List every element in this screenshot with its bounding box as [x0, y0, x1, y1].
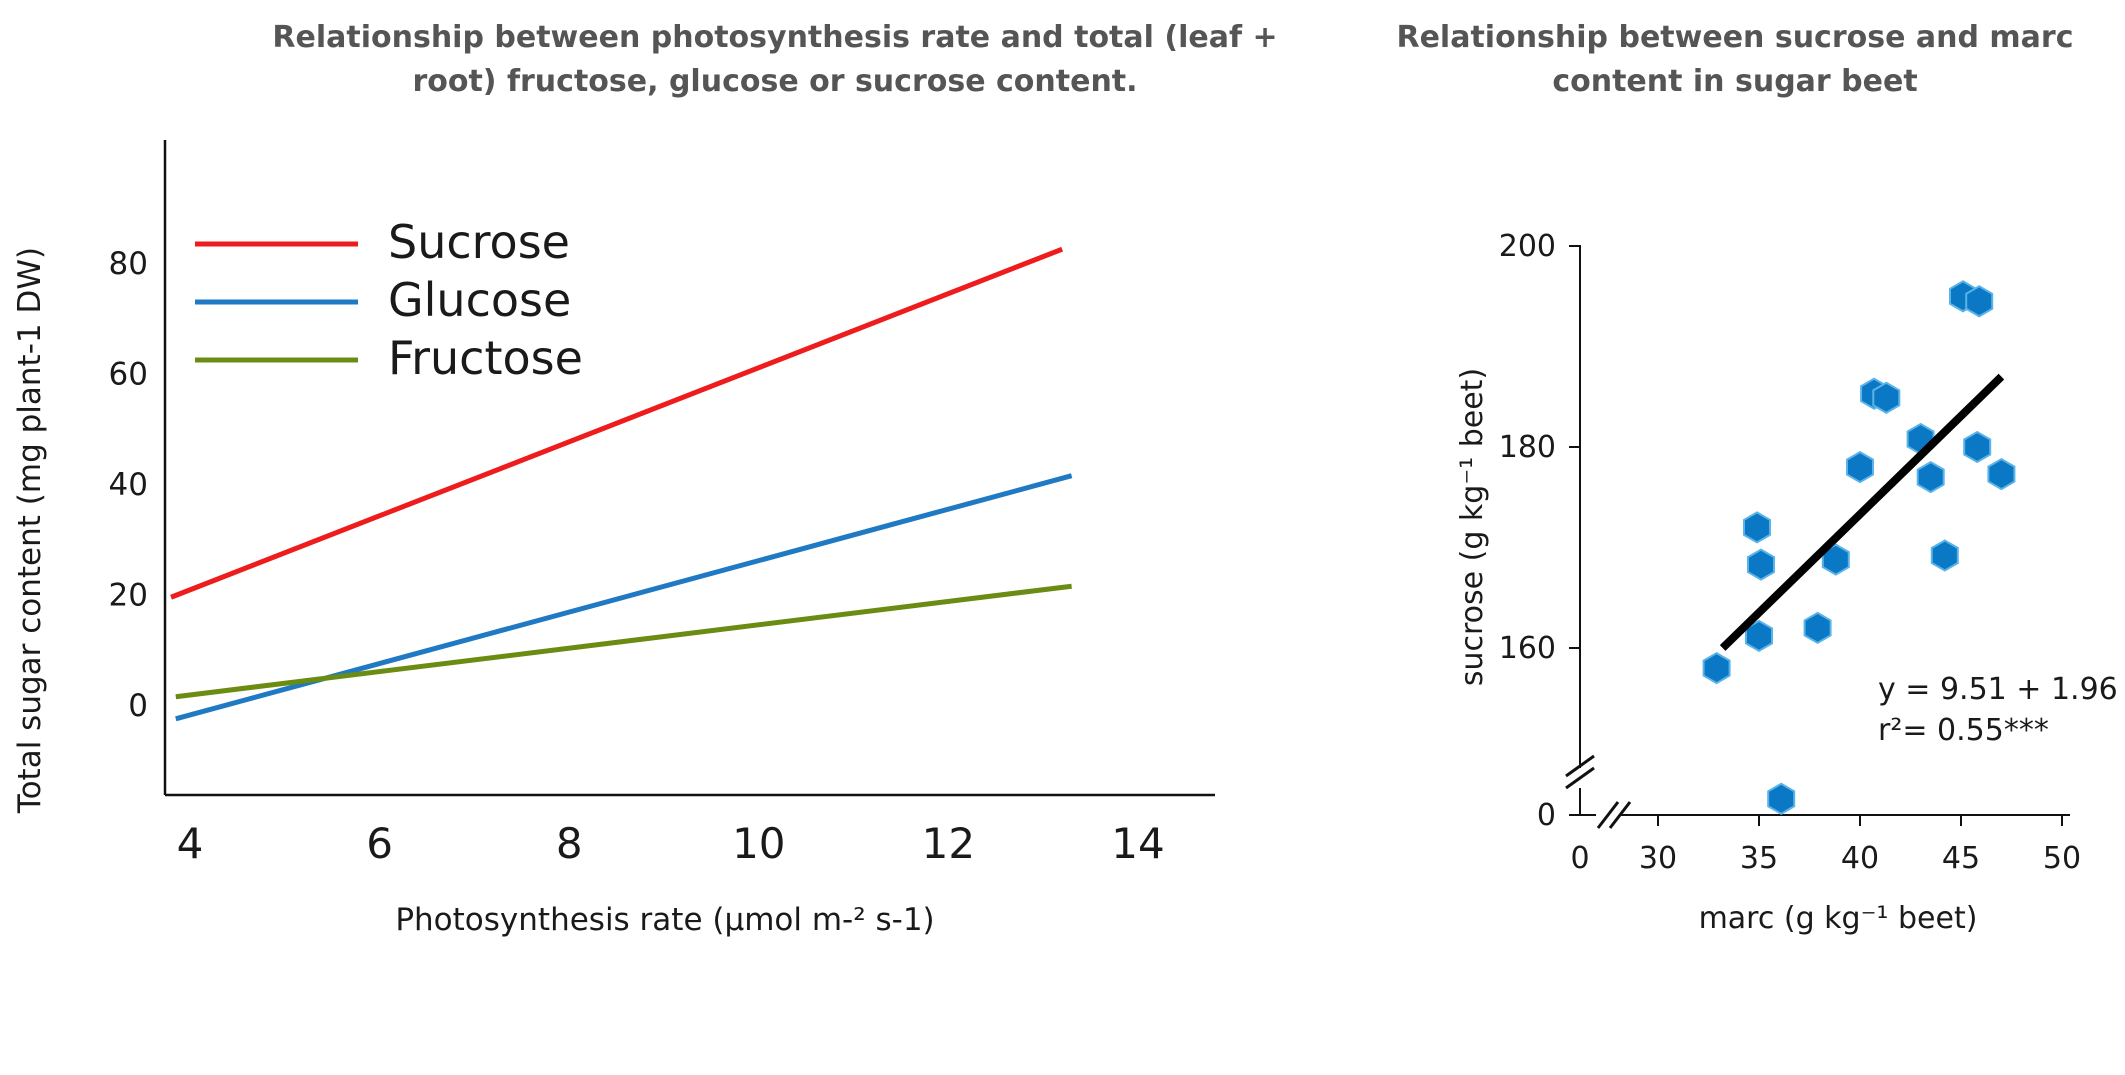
series-line-fructose: [175, 583, 1072, 700]
chart1-title: Relationship between photosynthesis rate…: [272, 20, 1278, 99]
chart2-y-tick-label: 160: [1499, 631, 1556, 666]
chart2-x-tick-label: 50: [2043, 841, 2081, 876]
legend-label-fructose: Fructose: [388, 331, 583, 385]
chart1-plot: 4 6 8 10 12 14 0 20 40 60 80 SucroseGlucoseFructo…: [12, 140, 1215, 938]
scatter-point: [1963, 430, 1992, 464]
series-line-sucrose: [170, 246, 1064, 600]
chart2-y-tick-label: 200: [1499, 229, 1556, 264]
chart2-y-tick-label: 0: [1537, 798, 1556, 833]
scatter-point: [1702, 651, 1731, 685]
chart2-x-tick-label: 40: [1841, 841, 1879, 876]
scatter-point: [1767, 782, 1796, 815]
chart2-x-axis-label: marc (g kg⁻¹ beet): [1699, 901, 1978, 936]
chart1-y-tick-label: 20: [109, 578, 148, 614]
chart2-x-tick-label: 0: [1570, 841, 1589, 876]
chart1-x-axis-label: Photosynthesis rate (µmol m-² s-1): [395, 902, 934, 938]
scatter-point: [1965, 285, 1994, 318]
scatter-point: [1987, 457, 2016, 491]
chart1-y-tick-label: 80: [109, 246, 148, 282]
scatter-point: [1872, 381, 1901, 414]
chart2-x-tick-label: 35: [1740, 841, 1778, 876]
scatter-point: [1803, 611, 1832, 645]
scatter-point: [1747, 548, 1775, 581]
legend-label-glucose: Glucose: [388, 273, 571, 327]
chart2-x-tick-label: 30: [1639, 841, 1677, 876]
chart2-y-axis-label: sucrose (g kg⁻¹ beet): [1455, 368, 1490, 686]
chart1-x-tick-label: 10: [732, 819, 785, 868]
chart1-x-tick-label: 4: [177, 819, 204, 868]
chart1-x-tick-label: 6: [366, 819, 393, 868]
chart2-y-axis-break: [1565, 754, 1595, 790]
scatter-point: [1930, 539, 1959, 572]
chart2-r-squared: r²= 0.55***: [1878, 713, 2049, 748]
scatter-point: [1846, 450, 1874, 484]
chart1-x-tick-label: 14: [1111, 819, 1164, 868]
chart2-x-axis-break: [1596, 801, 1632, 829]
chart1-y-tick-label: 0: [128, 688, 148, 724]
chart2-title: Relationship between sucrose and marc co…: [1396, 20, 2074, 99]
chart2-plot: 0 30 35 40 45 50 0 160 180 200 y = 9.51 + 1.96 x…: [1455, 229, 2125, 936]
chart1-x-tick-label: 12: [922, 819, 975, 868]
chart1-x-tick-label: 8: [556, 819, 583, 868]
chart2-equation: y = 9.51 + 1.96 x: [1878, 672, 2125, 707]
scatter-point: [1743, 511, 1771, 544]
scatter-point: [1916, 460, 1945, 494]
chart1-y-tick-label: 60: [109, 357, 148, 393]
regression-line: [1719, 373, 2005, 651]
chart2-y-tick-label: 180: [1499, 430, 1556, 465]
chart2-x-tick-label: 45: [1942, 841, 1980, 876]
legend-label-sucrose: Sucrose: [388, 215, 570, 269]
chart1-y-tick-label: 40: [109, 467, 148, 503]
chart1-y-axis-label: Total sugar content (mg plant-1 DW): [12, 247, 48, 814]
